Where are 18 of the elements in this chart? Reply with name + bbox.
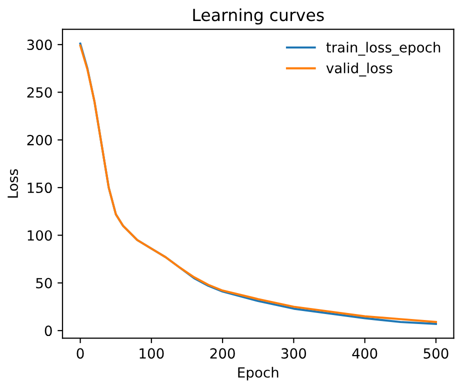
x-tick-label: 0 — [76, 348, 84, 359]
y-tick-label: 0 — [44, 326, 52, 336]
y-tick-label: 150 — [28, 182, 52, 194]
x-tick-label: 500 — [424, 348, 448, 359]
y-tick-label: 300 — [27, 40, 52, 50]
x-tick-label: 200 — [210, 348, 235, 359]
y-tick-label: 200 — [27, 134, 52, 146]
x-tick-label: 400 — [352, 348, 378, 359]
y-tick-label: 100 — [28, 230, 52, 241]
y-tick-label: 50 — [36, 278, 52, 288]
y-tick-label: 250 — [27, 87, 52, 98]
chart-title: Learning curves — [193, 8, 324, 24]
legend-label: train_loss_epoch — [326, 42, 440, 56]
x-tick-label: 100 — [140, 348, 164, 359]
y-axis-title: Loss — [8, 169, 18, 198]
x-axis-title: Epoch — [238, 366, 278, 380]
x-tick-label: 300 — [281, 348, 306, 359]
legend-label: valid_loss — [326, 62, 392, 76]
